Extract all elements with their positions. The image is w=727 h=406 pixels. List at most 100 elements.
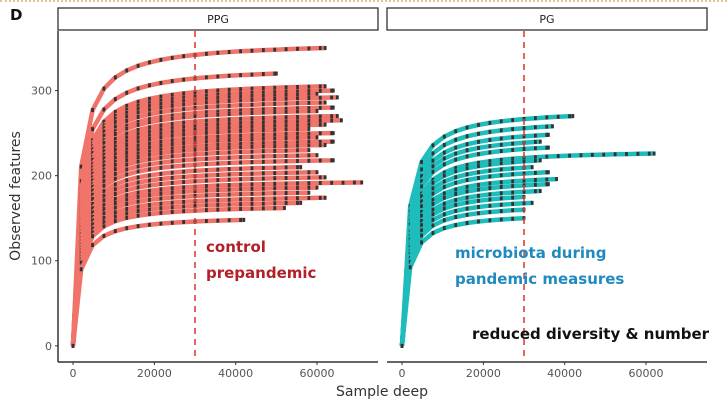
rarefaction-curve [399,139,541,346]
data-point [125,126,129,131]
data-point [431,180,435,185]
data-point [250,191,254,196]
data-point [307,100,311,105]
data-point [148,117,151,122]
data-point [454,223,458,228]
data-point [299,200,303,205]
data-point [182,132,186,137]
data-point [239,160,242,165]
data-point [113,162,117,167]
data-point [318,84,322,89]
data-point [323,175,327,180]
data-point [113,171,117,176]
data-point [330,114,334,119]
data-point [442,150,446,155]
data-point [400,343,404,348]
data-point [136,86,140,91]
data-point [136,115,140,120]
data-point [193,90,197,95]
data-point [102,152,106,157]
data-point [273,107,277,112]
data-point [102,145,106,150]
data-point [125,150,129,155]
data-point [148,83,151,88]
data-point [148,101,151,106]
data-point [91,206,94,211]
data-point [102,179,106,184]
data-point [227,117,231,122]
data-point [113,201,117,206]
data-point [102,198,106,203]
data-point [454,214,458,219]
data-point [307,92,311,97]
data-point [227,92,231,97]
data-point [136,199,140,204]
data-point [534,189,537,194]
data-point [227,134,231,139]
data-point [182,163,186,168]
data-point [547,145,550,150]
data-point [170,55,174,60]
data-point [273,191,277,196]
data-point [261,196,265,201]
data-point [182,209,186,214]
data-point [148,197,151,202]
data-point [159,206,163,211]
data-point [136,151,140,156]
data-point [307,89,311,94]
data-point [273,93,277,98]
data-point [273,127,277,132]
data-point [307,122,311,127]
data-point [273,176,277,181]
data-point [125,197,129,202]
data-point [136,147,140,152]
data-point [216,218,220,223]
data-point [102,203,106,208]
data-point [182,153,186,158]
data-point [465,148,469,153]
data-point [431,186,435,191]
x-axis-label: Sample deep [336,384,428,400]
strip-box [386,7,708,31]
data-point [534,177,537,182]
data-point [273,186,277,191]
data-point [250,72,254,77]
data-point [296,148,299,153]
data-point [193,193,197,198]
data-point [227,111,231,116]
data-point [420,199,423,204]
data-point [261,124,265,129]
data-point [216,156,220,161]
data-point [250,197,254,202]
data-point [125,135,129,140]
data-point [182,185,186,190]
data-point [182,204,186,209]
rarefaction-curve [70,142,326,346]
data-point [296,196,299,201]
data-point [511,172,515,177]
data-point [454,198,458,203]
data-point [454,202,458,207]
data-point [102,86,106,91]
data-point [227,87,231,92]
data-point [125,211,129,216]
rarefaction-curve [70,195,326,347]
data-point [182,145,186,150]
data-point [193,127,197,132]
data-point [159,115,163,120]
data-point [193,94,197,99]
data-point [239,116,242,121]
data-point [91,202,94,207]
data-point [499,142,503,147]
data-point [148,162,151,167]
data-point [273,47,277,52]
rarefaction-curve [70,175,326,346]
data-point [125,147,129,152]
data-point [182,120,186,125]
data-point [193,147,197,152]
data-point [136,190,140,195]
data-point [170,164,174,169]
data-point [296,131,299,136]
data-point [261,171,265,176]
data-point [571,114,575,119]
